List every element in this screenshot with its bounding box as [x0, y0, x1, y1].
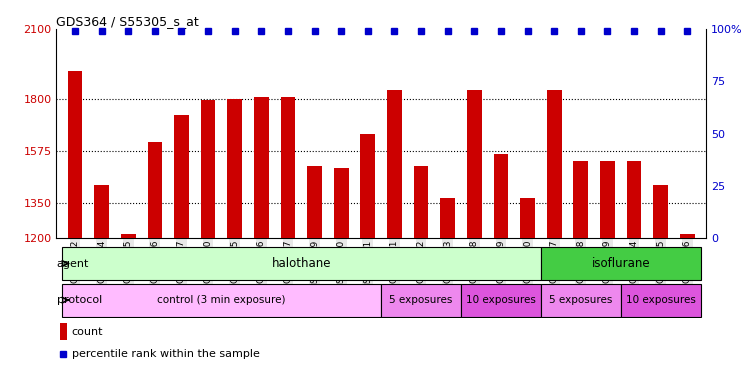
Bar — [334, 168, 348, 238]
Bar — [62, 284, 382, 317]
Bar — [254, 97, 269, 238]
Text: count: count — [72, 327, 104, 337]
Bar — [360, 134, 376, 238]
Bar — [201, 100, 216, 238]
Bar — [382, 284, 461, 317]
Bar — [95, 184, 109, 238]
Text: halothane: halothane — [272, 257, 331, 270]
Text: 5 exposures: 5 exposures — [549, 295, 613, 305]
Bar — [62, 247, 541, 280]
Text: GDS364 / S55305_s_at: GDS364 / S55305_s_at — [56, 15, 199, 28]
Bar — [440, 198, 455, 238]
Bar — [461, 284, 541, 317]
Bar — [520, 198, 535, 238]
Bar — [467, 90, 481, 238]
Bar — [121, 234, 135, 238]
Bar — [680, 234, 695, 238]
Bar — [574, 161, 588, 238]
Bar — [600, 161, 615, 238]
Text: 5 exposures: 5 exposures — [389, 295, 453, 305]
Bar — [147, 142, 162, 238]
Bar — [228, 99, 242, 238]
Text: isoflurane: isoflurane — [592, 257, 650, 270]
Bar — [414, 166, 428, 238]
Text: protocol: protocol — [57, 295, 102, 305]
Bar — [307, 166, 322, 238]
Bar — [68, 71, 83, 238]
Bar — [59, 323, 67, 340]
Bar — [653, 184, 668, 238]
Text: percentile rank within the sample: percentile rank within the sample — [72, 349, 260, 359]
Text: 10 exposures: 10 exposures — [626, 295, 695, 305]
Bar — [621, 284, 701, 317]
Bar — [627, 161, 641, 238]
Bar — [541, 247, 701, 280]
Bar — [281, 97, 295, 238]
Bar — [541, 284, 621, 317]
Text: 10 exposures: 10 exposures — [466, 295, 536, 305]
Bar — [547, 90, 562, 238]
Text: agent: agent — [57, 258, 89, 269]
Bar — [493, 154, 508, 238]
Text: control (3 min exposure): control (3 min exposure) — [157, 295, 285, 305]
Bar — [387, 90, 402, 238]
Bar — [174, 115, 189, 238]
